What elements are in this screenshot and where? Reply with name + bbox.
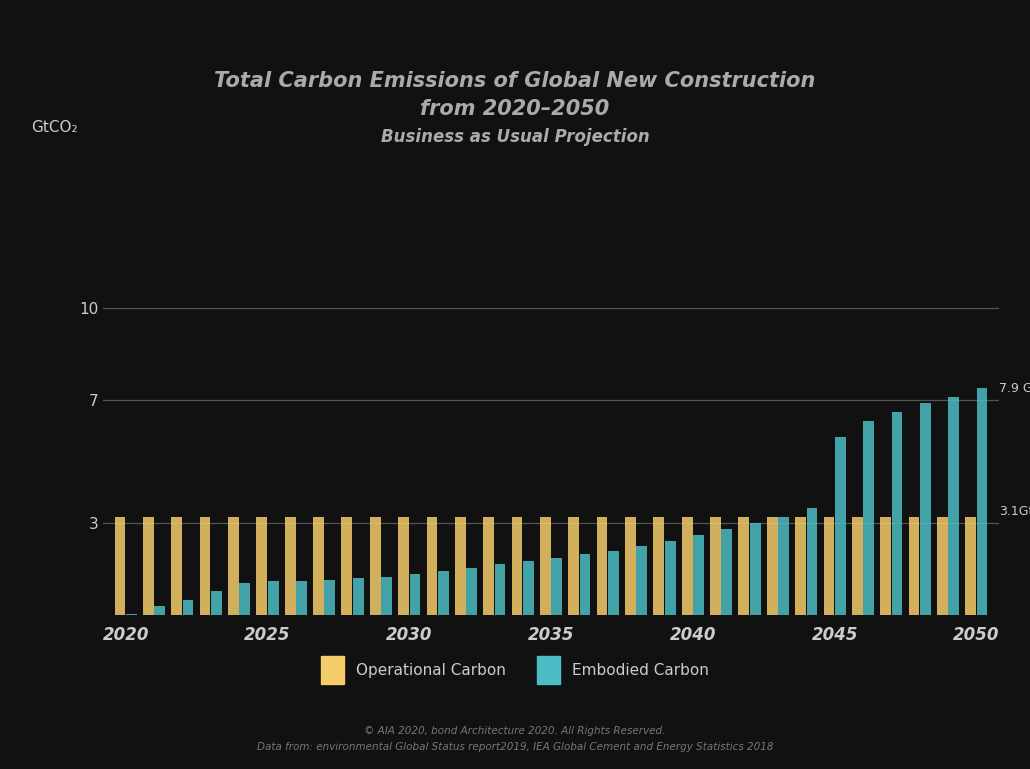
Bar — [682, 517, 692, 615]
Bar — [881, 517, 891, 615]
Bar — [540, 517, 551, 615]
Bar — [228, 517, 239, 615]
Text: © AIA 2020, bond Architecture 2020. All Rights Reserved.: © AIA 2020, bond Architecture 2020. All … — [365, 725, 665, 736]
Bar — [256, 517, 267, 615]
Bar — [750, 523, 760, 615]
Bar — [608, 551, 619, 615]
Bar — [920, 403, 931, 615]
Bar — [211, 591, 221, 615]
Bar — [370, 517, 381, 615]
Bar — [569, 517, 579, 615]
Bar — [710, 517, 721, 615]
Bar — [143, 517, 153, 615]
Bar — [483, 517, 494, 615]
Bar — [268, 581, 278, 615]
Bar — [399, 517, 409, 615]
Bar — [580, 554, 590, 615]
Bar — [239, 583, 250, 615]
Bar — [126, 614, 137, 615]
Legend: Operational Carbon, Embodied Carbon: Operational Carbon, Embodied Carbon — [321, 656, 709, 684]
Bar — [182, 600, 194, 615]
Text: Total Carbon Emissions of Global New Construction: Total Carbon Emissions of Global New Con… — [214, 71, 816, 91]
Bar — [806, 508, 818, 615]
Bar — [949, 397, 959, 615]
Bar — [637, 546, 647, 615]
Bar — [664, 541, 676, 615]
Bar — [200, 517, 210, 615]
Bar — [779, 517, 789, 615]
Text: Data from: environmental Global Status report2019, IEA Global Cement and Energy : Data from: environmental Global Status r… — [256, 742, 774, 753]
Bar — [739, 517, 749, 615]
Bar — [381, 577, 392, 615]
Bar — [426, 517, 438, 615]
Text: 7.9 GtCO₂/yr: 7.9 GtCO₂/yr — [999, 382, 1030, 395]
Bar — [455, 517, 466, 615]
Bar — [296, 581, 307, 615]
Text: Business as Usual Projection: Business as Usual Projection — [381, 128, 649, 146]
Bar — [353, 578, 364, 615]
Text: GtCO₂: GtCO₂ — [31, 120, 78, 135]
Bar — [835, 437, 846, 615]
Bar — [892, 412, 902, 615]
Bar — [863, 421, 874, 615]
Bar — [154, 606, 165, 615]
Bar — [512, 517, 522, 615]
Bar — [653, 517, 664, 615]
Bar — [937, 517, 948, 615]
Bar — [976, 388, 988, 615]
Bar — [824, 517, 834, 615]
Text: 3.1GtCO₂/yr: 3.1GtCO₂/yr — [999, 505, 1030, 518]
Bar — [767, 517, 778, 615]
Bar — [908, 517, 920, 615]
Bar — [171, 517, 182, 615]
Bar — [467, 568, 477, 615]
Bar — [324, 580, 335, 615]
Bar — [852, 517, 863, 615]
Bar — [114, 517, 126, 615]
Bar — [625, 517, 636, 615]
Bar — [284, 517, 296, 615]
Bar — [523, 561, 534, 615]
Bar — [693, 535, 703, 615]
Bar — [795, 517, 806, 615]
Bar — [410, 574, 420, 615]
Bar — [721, 529, 732, 615]
Bar — [342, 517, 352, 615]
Bar — [965, 517, 976, 615]
Bar — [313, 517, 323, 615]
Text: from 2020–2050: from 2020–2050 — [420, 99, 610, 119]
Bar — [438, 571, 449, 615]
Bar — [596, 517, 608, 615]
Bar — [494, 564, 506, 615]
Bar — [551, 558, 562, 615]
